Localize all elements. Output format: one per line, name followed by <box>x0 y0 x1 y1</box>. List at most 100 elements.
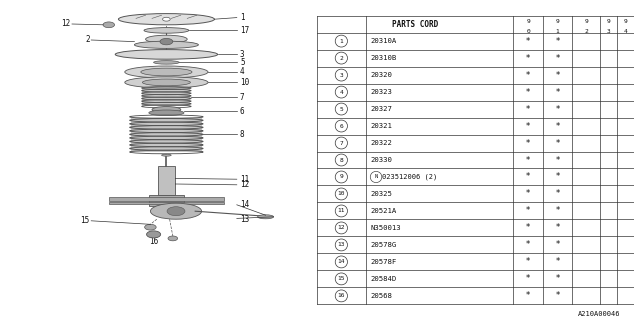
Text: *: * <box>556 189 560 198</box>
Text: *: * <box>556 36 560 45</box>
Text: *: * <box>556 275 560 284</box>
Text: N: N <box>374 174 378 180</box>
Text: *: * <box>556 122 560 131</box>
Text: *: * <box>526 240 531 249</box>
Ellipse shape <box>125 77 208 88</box>
Text: 20521A: 20521A <box>371 208 397 214</box>
Text: *: * <box>526 223 531 232</box>
Text: 9: 9 <box>526 19 530 24</box>
Text: *: * <box>526 292 531 300</box>
Circle shape <box>103 22 115 28</box>
Text: 13: 13 <box>240 215 249 224</box>
Text: *: * <box>526 139 531 148</box>
Ellipse shape <box>143 79 191 86</box>
Text: *: * <box>526 172 531 181</box>
Text: 15: 15 <box>81 216 90 225</box>
Text: *: * <box>556 88 560 97</box>
Text: *: * <box>526 36 531 45</box>
Ellipse shape <box>149 110 184 116</box>
Text: 9: 9 <box>339 174 343 180</box>
Ellipse shape <box>125 66 208 78</box>
Bar <box>109 202 224 204</box>
Ellipse shape <box>150 203 202 219</box>
Text: 6: 6 <box>240 107 244 116</box>
Circle shape <box>168 236 178 241</box>
Text: 20584D: 20584D <box>371 276 397 282</box>
Text: *: * <box>556 71 560 80</box>
Text: 6: 6 <box>339 124 343 129</box>
Circle shape <box>167 207 185 216</box>
Text: 7: 7 <box>240 93 244 102</box>
Text: *: * <box>556 105 560 114</box>
Text: *: * <box>526 71 531 80</box>
Text: 20310B: 20310B <box>371 55 397 61</box>
Text: 9: 9 <box>556 19 559 24</box>
Text: 2: 2 <box>85 36 90 44</box>
Text: N350013: N350013 <box>371 225 401 231</box>
Text: *: * <box>526 275 531 284</box>
Text: 3: 3 <box>607 29 611 34</box>
Text: *: * <box>556 139 560 148</box>
Text: 10: 10 <box>338 191 345 196</box>
Text: 20568: 20568 <box>371 293 392 299</box>
Text: 12: 12 <box>240 180 249 189</box>
Ellipse shape <box>258 215 274 219</box>
Text: 11: 11 <box>338 208 345 213</box>
Text: *: * <box>526 206 531 215</box>
Text: *: * <box>556 240 560 249</box>
Text: A210A00046: A210A00046 <box>579 311 621 317</box>
Text: 14: 14 <box>240 200 249 209</box>
Text: 11: 11 <box>240 175 249 184</box>
Text: *: * <box>556 172 560 181</box>
Text: 9: 9 <box>584 19 588 24</box>
Text: 20330: 20330 <box>371 157 392 163</box>
Text: 4: 4 <box>623 29 627 34</box>
Text: *: * <box>556 257 560 267</box>
Text: 9: 9 <box>607 19 611 24</box>
Text: 20323: 20323 <box>371 89 392 95</box>
Text: 17: 17 <box>240 26 249 35</box>
Text: 3: 3 <box>339 73 343 77</box>
Ellipse shape <box>134 41 198 48</box>
Text: *: * <box>526 156 531 164</box>
Text: *: * <box>556 206 560 215</box>
Bar <box>131 117 202 152</box>
Text: 3: 3 <box>240 50 244 59</box>
Text: 023512006 (2): 023512006 (2) <box>381 174 437 180</box>
Text: 13: 13 <box>338 243 345 247</box>
Text: *: * <box>556 156 560 164</box>
Text: *: * <box>526 105 531 114</box>
Ellipse shape <box>161 154 172 156</box>
Text: 20322: 20322 <box>371 140 392 146</box>
Text: 5: 5 <box>240 58 244 67</box>
Circle shape <box>145 224 156 230</box>
Text: 20321: 20321 <box>371 123 392 129</box>
Ellipse shape <box>118 13 214 25</box>
Text: 14: 14 <box>338 260 345 264</box>
Text: 8: 8 <box>240 130 244 139</box>
Text: 20325: 20325 <box>371 191 392 197</box>
Text: 4: 4 <box>240 68 244 76</box>
Text: 0: 0 <box>526 29 530 34</box>
Text: 2: 2 <box>339 56 343 60</box>
Text: 16: 16 <box>338 293 345 298</box>
Text: *: * <box>526 53 531 63</box>
Text: 1: 1 <box>240 13 244 22</box>
Text: 9: 9 <box>623 19 627 24</box>
Text: 12: 12 <box>61 20 70 28</box>
Text: 4: 4 <box>339 90 343 94</box>
Text: 20578F: 20578F <box>371 259 397 265</box>
Circle shape <box>163 17 170 21</box>
Bar <box>109 197 224 201</box>
Text: *: * <box>556 223 560 232</box>
Text: *: * <box>526 122 531 131</box>
Text: *: * <box>526 257 531 267</box>
Circle shape <box>147 231 161 238</box>
Text: 16: 16 <box>149 237 158 246</box>
Ellipse shape <box>154 60 179 64</box>
Text: *: * <box>556 292 560 300</box>
Text: 20320: 20320 <box>371 72 392 78</box>
Bar <box>157 166 175 195</box>
Text: 20327: 20327 <box>371 106 392 112</box>
Text: 5: 5 <box>339 107 343 112</box>
